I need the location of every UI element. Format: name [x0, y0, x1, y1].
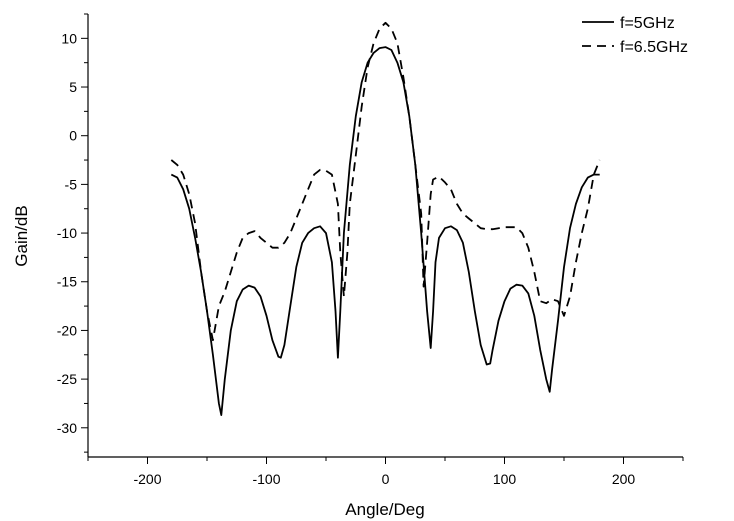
y-tick-label: -5	[65, 176, 78, 192]
y-tick-label: -30	[57, 420, 77, 436]
y-tick-label: 5	[69, 79, 77, 95]
x-tick-label: 200	[612, 471, 636, 487]
y-tick-label: -20	[57, 322, 77, 338]
legend: f=5GHz f=6.5GHz	[582, 15, 688, 56]
series-line-2	[170, 21, 601, 342]
y-tick-label: -15	[57, 274, 77, 290]
plot-axes: -200 -100 0 100 200 10 5 0 -5 -10 -15 -20 -25 -30	[57, 13, 684, 487]
x-axis-title: Angle/Deg	[345, 500, 424, 519]
y-tick-label: -25	[57, 371, 77, 387]
y-tick-label: -10	[57, 225, 77, 241]
series-layer	[170, 21, 601, 417]
x-tick-label: -200	[133, 471, 161, 487]
legend-label-1: f=5GHz	[620, 15, 675, 32]
legend-label-2: f=6.5GHz	[620, 39, 688, 56]
x-tick-label: 0	[382, 471, 390, 487]
series-line-1	[170, 46, 600, 417]
x-tick-label: -100	[252, 471, 280, 487]
y-tick-label: 10	[61, 30, 77, 46]
y-tick-label: 0	[69, 128, 77, 144]
x-tick-label: 100	[493, 471, 517, 487]
y-axis-title: Gain/dB	[12, 205, 31, 266]
